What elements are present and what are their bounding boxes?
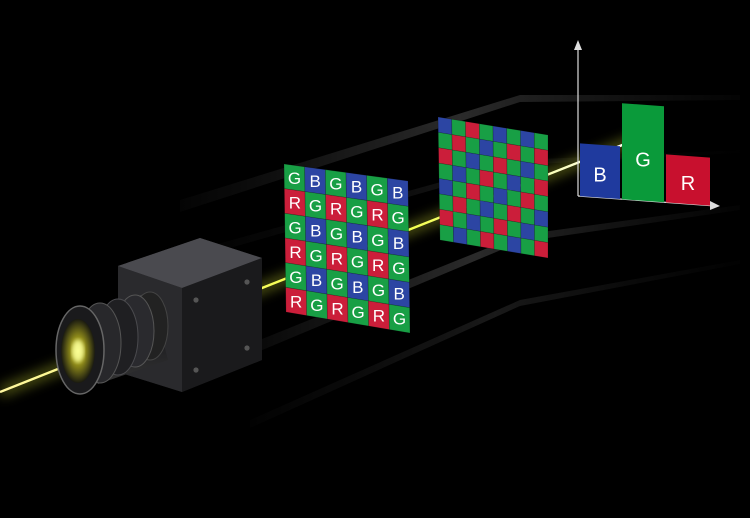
rgb-channel-chart: B G R: [574, 40, 720, 210]
cell-label: G: [330, 225, 343, 244]
channel-bar-g: [622, 103, 664, 203]
channel-bar-label: B: [593, 164, 606, 186]
cell-label: R: [289, 243, 301, 262]
cell-label: B: [351, 178, 362, 197]
cell-label: G: [392, 209, 405, 228]
y-axis-arrow: [574, 40, 582, 50]
cell-label: G: [331, 274, 344, 293]
panel-sheen: [438, 117, 548, 258]
cell-label: B: [309, 172, 320, 191]
cell-label: G: [372, 281, 385, 300]
cell-label: G: [289, 268, 302, 287]
cell-label: G: [371, 231, 384, 250]
light-tunnel: [160, 95, 740, 428]
cell-label: R: [289, 194, 301, 213]
camera-lens: [55, 291, 169, 395]
sensor-mosaic: [437, 116, 549, 259]
panel-sheen: [284, 164, 410, 333]
cell-label: R: [371, 206, 383, 225]
grid-cell-g: [388, 303, 411, 334]
cell-label: G: [329, 175, 342, 194]
cell-label: G: [392, 259, 405, 278]
x-axis-arrow: [710, 201, 720, 210]
cell-label: B: [393, 284, 404, 303]
cell-label: B: [310, 221, 321, 240]
cell-label: G: [393, 310, 406, 329]
cell-label: G: [352, 303, 365, 322]
cell-label: R: [372, 256, 384, 275]
cell-label: G: [310, 296, 323, 315]
cell-label: B: [392, 183, 403, 202]
cell-label: G: [289, 218, 302, 237]
cell-label: B: [393, 234, 404, 253]
cell-label: R: [330, 200, 342, 219]
cell-label: R: [331, 250, 343, 269]
channel-bar-label: G: [635, 149, 651, 171]
color-filter-array: GBGBGBRGRGRGGBGBGBRGRGRGGBGBGBRGRGRG: [283, 163, 411, 334]
cell-label: G: [351, 253, 364, 272]
channel-bar-label: R: [681, 173, 695, 195]
cell-label: R: [290, 293, 302, 312]
channel-bar-r: [666, 154, 710, 206]
cell-label: B: [351, 228, 362, 247]
cell-label: R: [331, 299, 343, 318]
cell-label: B: [352, 278, 363, 297]
cell-label: R: [373, 306, 385, 325]
cell-label: G: [350, 203, 363, 222]
cell-label: B: [311, 271, 322, 290]
channel-bar-b: [580, 143, 620, 200]
cell-label: G: [371, 180, 384, 199]
cell-label: G: [309, 197, 322, 216]
cell-label: G: [310, 246, 323, 265]
camera: [55, 238, 262, 395]
cell-label: G: [288, 169, 301, 188]
grid-cell-r: [534, 240, 549, 259]
